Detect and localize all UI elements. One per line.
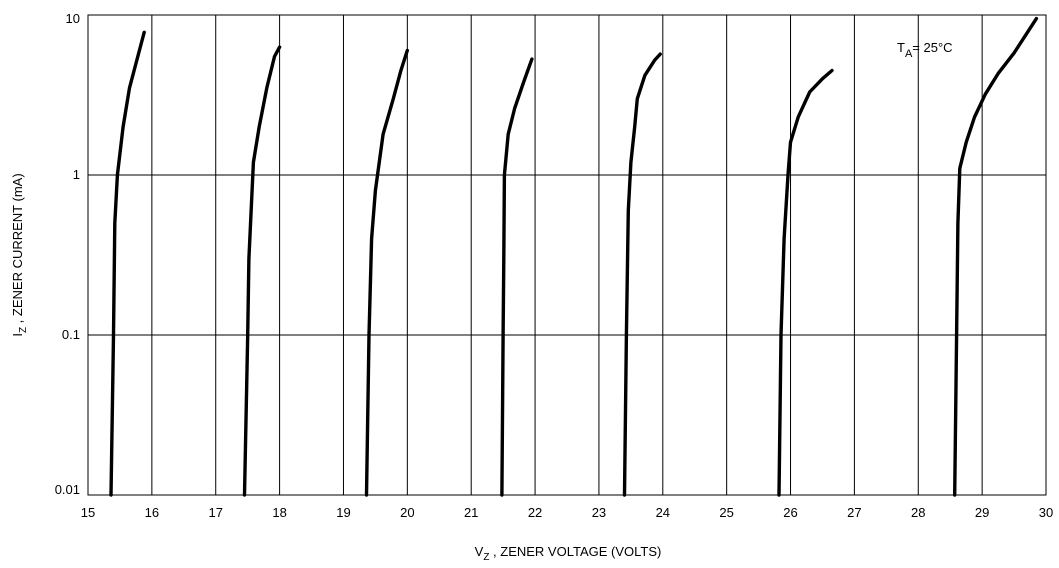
x-tick-label: 24 [656,505,670,520]
zener-curve [242,45,282,497]
x-tick-label: 30 [1039,505,1053,520]
x-tick-label: 29 [975,505,989,520]
x-tick-label: 18 [272,505,286,520]
x-tick-label: 28 [911,505,925,520]
x-tick-label: 20 [400,505,414,520]
x-axis-label-sub: Z [483,552,489,563]
x-tick-label: 22 [528,505,542,520]
curves [109,16,1039,497]
annotation-main: T [897,40,905,55]
zener-curve [953,16,1039,497]
zener-curve [622,52,662,497]
x-tick-label: 19 [336,505,350,520]
x-tick-label: 21 [464,505,478,520]
temperature-annotation: TA= 25°C [897,40,953,60]
grid-lines [88,15,1046,495]
x-tick-label: 27 [847,505,861,520]
zener-curve [777,68,834,497]
x-tick-label: 25 [719,505,733,520]
x-tick-label: 23 [592,505,606,520]
zener-curve [109,30,146,497]
annotation-rest: = 25°C [912,40,952,55]
y-axis-label-rest: , ZENER CURRENT (mA) [10,173,25,327]
y-axis-label: IZ , ZENER CURRENT (mA) [10,173,29,336]
y-tick-label: 0.01 [55,482,80,497]
x-axis-label: VZ , ZENER VOLTAGE (VOLTS) [475,544,662,563]
y-tick-label: 0.1 [62,327,80,342]
y-axis-label-main: I [10,333,25,337]
y-tick-label: 10 [66,11,80,26]
x-tick-label: 15 [81,505,95,520]
y-axis-label-sub: Z [18,327,29,333]
x-tick-label: 17 [208,505,222,520]
x-tick-labels: 15 16 17 18 19 20 21 22 23 24 25 26 27 28 29 30 [81,505,1053,520]
x-axis-label-rest: , ZENER VOLTAGE (VOLTS) [489,544,661,559]
y-tick-label: 1 [73,167,80,182]
zener-curve [364,48,409,497]
x-axis-label-main: V [475,544,484,559]
x-tick-label: 16 [145,505,159,520]
zener-curve [500,57,534,497]
x-tick-label: 26 [783,505,797,520]
plot-frame [87,14,1047,496]
y-tick-labels: 0.01 0.1 1 10 [55,11,80,497]
annotation-sub: A [905,48,913,60]
